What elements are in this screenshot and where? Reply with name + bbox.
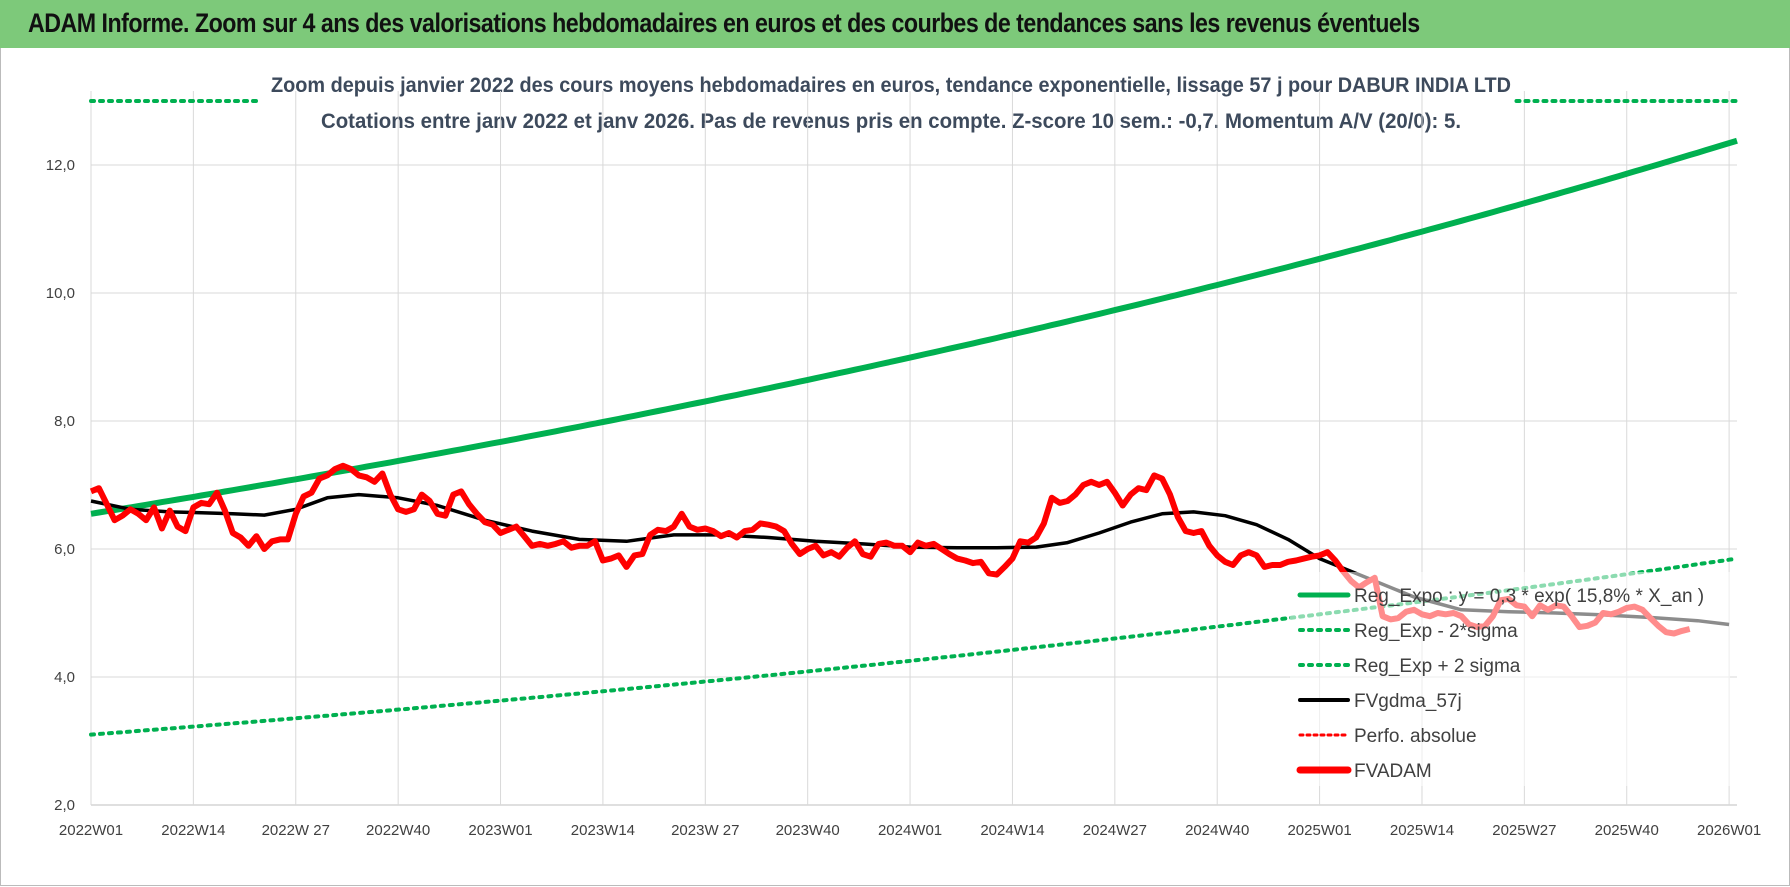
x-tick-label: 2026W01 — [1697, 822, 1761, 839]
chart-subtitle-2: Cotations entre janv 2022 et janv 2026. … — [321, 110, 1461, 133]
legend-label: Perfo. absolue — [1354, 726, 1477, 747]
x-tick-label: 2022W01 — [59, 822, 123, 839]
x-tick-label: 2022W40 — [366, 822, 430, 839]
x-tick-label: 2024W01 — [878, 822, 942, 839]
y-tick-label: 2,0 — [54, 797, 75, 814]
header-bar: ADAM Informe. Zoom sur 4 ans des valoris… — [0, 0, 1790, 48]
legend-label: FVgdma_57j — [1354, 691, 1462, 712]
y-tick-label: 12,0 — [46, 157, 75, 174]
legend-label: Reg_Exp - 2*sigma — [1354, 621, 1518, 642]
legend-label: FVADAM — [1354, 761, 1432, 782]
x-tick-label: 2025W40 — [1595, 822, 1659, 839]
x-tick-label: 2025W14 — [1390, 822, 1454, 839]
y-tick-label: 8,0 — [54, 413, 75, 430]
series-reg-expo — [90, 137, 1738, 517]
x-tick-label: 2024W40 — [1185, 822, 1249, 839]
x-tick-label: 2023W40 — [776, 822, 840, 839]
x-tick-label: 2023W 27 — [671, 822, 739, 839]
chart-subtitle-1: Zoom depuis janvier 2022 des cours moyen… — [271, 74, 1511, 97]
y-tick-label: 4,0 — [54, 669, 75, 686]
legend-label: Reg_Expo : y = 0,3 * exp( 15,8% * X_an ) — [1354, 586, 1704, 607]
legend-background — [1290, 572, 1730, 786]
x-tick-label: 2022W14 — [161, 822, 225, 839]
page-title: ADAM Informe. Zoom sur 4 ans des valoris… — [28, 8, 1420, 38]
legend-label: Reg_Exp + 2 sigma — [1354, 656, 1521, 677]
y-tick-label: 6,0 — [54, 541, 75, 558]
x-tick-label: 2025W01 — [1287, 822, 1351, 839]
x-tick-label: 2024W14 — [980, 822, 1044, 839]
x-tick-label: 2023W14 — [571, 822, 635, 839]
chart: Zoom depuis janvier 2022 des cours moyen… — [46, 74, 1761, 839]
x-tick-label: 2025W27 — [1492, 822, 1556, 839]
y-tick-label: 10,0 — [46, 285, 75, 302]
x-tick-label: 2022W 27 — [262, 822, 330, 839]
x-tick-label: 2024W27 — [1083, 822, 1147, 839]
x-tick-label: 2023W01 — [468, 822, 532, 839]
